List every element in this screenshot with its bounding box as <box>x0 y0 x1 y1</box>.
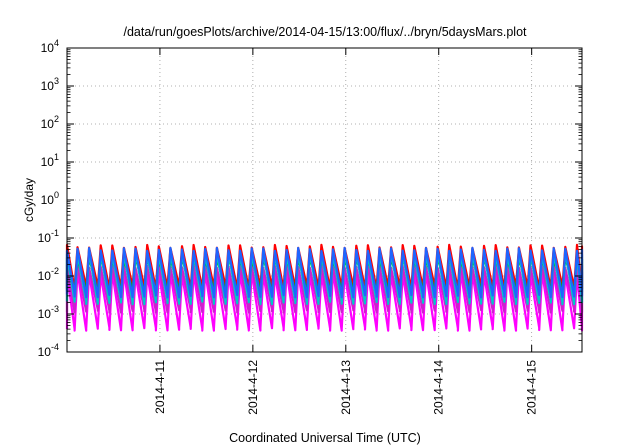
x-axis-label: Coordinated Universal Time (UTC) <box>229 431 421 445</box>
x-tick-label: 2014-4-15 <box>525 360 539 415</box>
x-axis: 2014-4-11 2014-4-12 2014-4-13 2014-4-14 2014… <box>153 48 539 415</box>
x-tick-label: 2014-4-14 <box>432 360 446 415</box>
y-axis-label: cGy/day <box>22 178 36 222</box>
y-tick-label: 100 <box>41 190 59 207</box>
x-tick-label: 2014-4-13 <box>339 360 353 415</box>
y-tick-label: 10-4 <box>38 342 59 359</box>
chart-title: /data/run/goesPlots/archive/2014-04-15/1… <box>123 25 527 39</box>
x-tick-label: 2014-4-12 <box>246 360 260 415</box>
y-tick-label: 102 <box>41 114 59 131</box>
y-tick-label: 10-3 <box>38 304 59 321</box>
plot-area <box>65 243 584 332</box>
y-tick-label: 10-2 <box>38 266 59 283</box>
y-tick-label: 104 <box>41 38 59 55</box>
series-line <box>65 246 584 299</box>
x-tick-label: 2014-4-11 <box>153 360 167 414</box>
grid <box>67 48 582 352</box>
y-tick-label: 103 <box>41 76 59 93</box>
y-tick-label: 10-1 <box>38 228 59 245</box>
y-tick-label: 101 <box>41 152 59 169</box>
